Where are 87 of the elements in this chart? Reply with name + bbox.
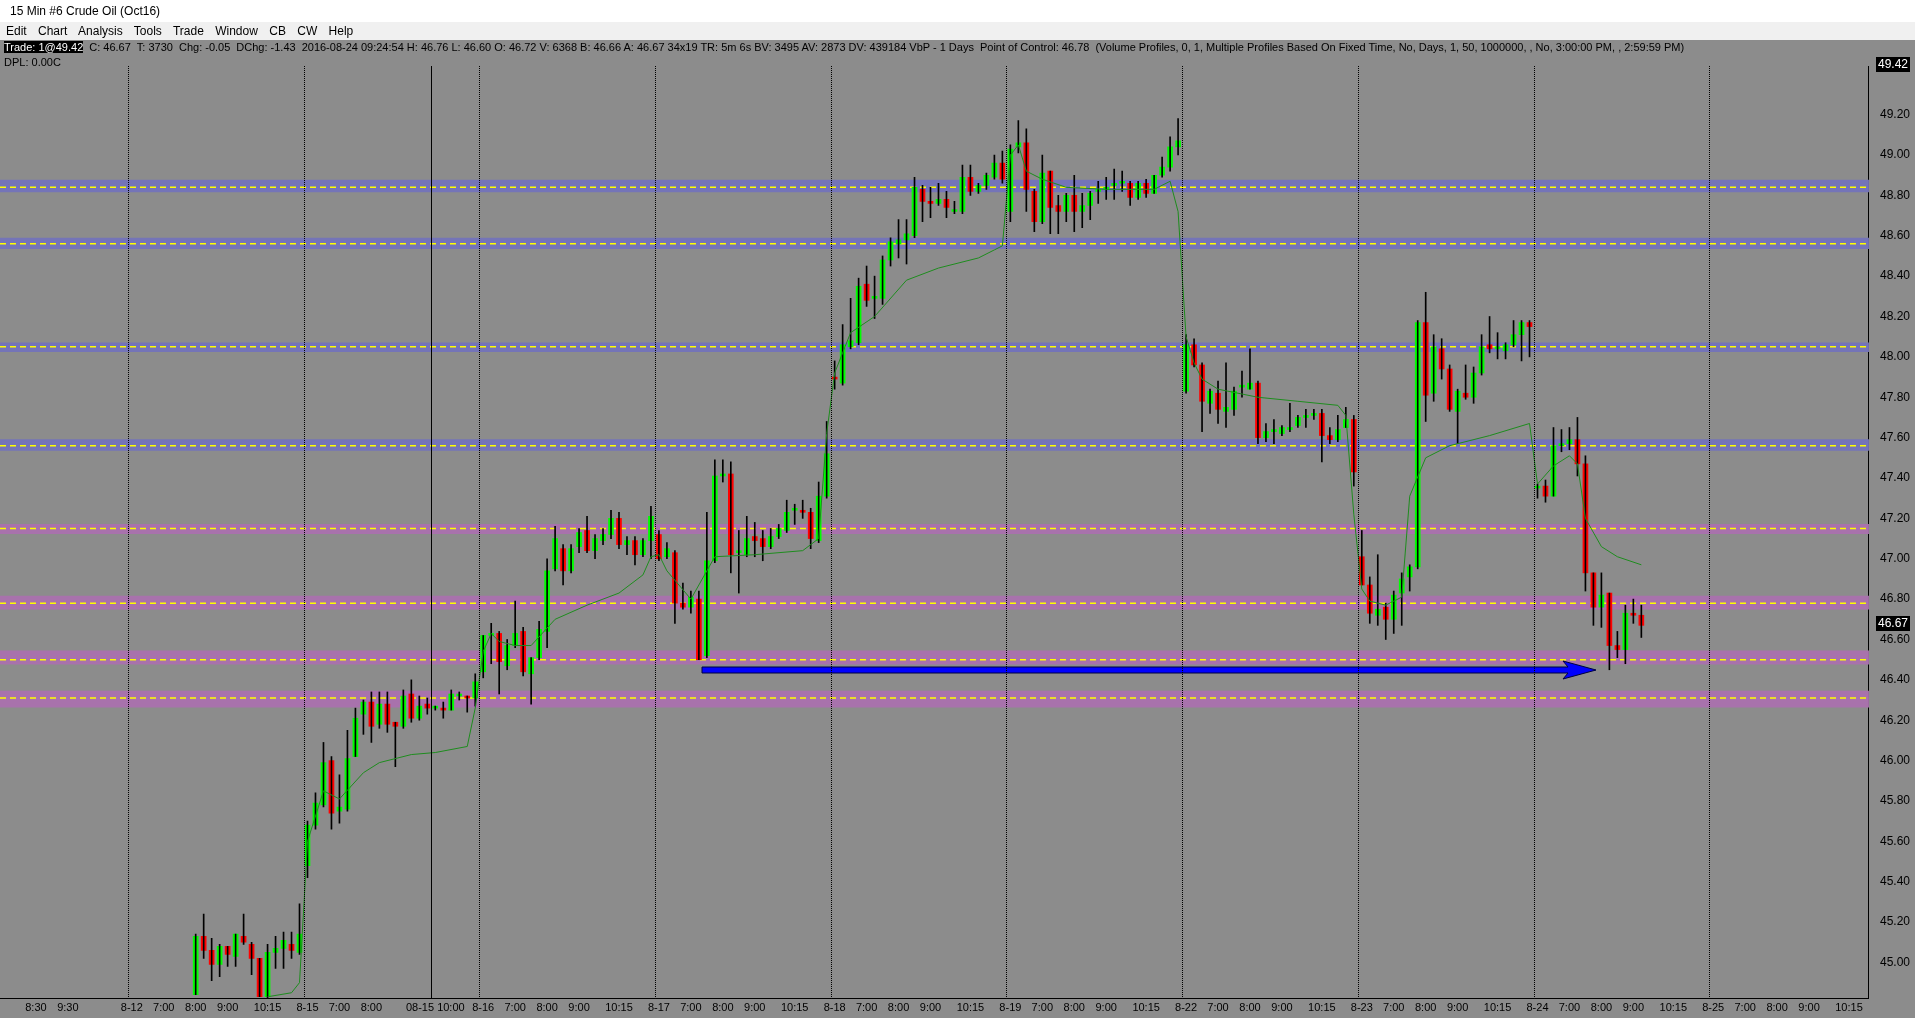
x-tick-label: 10:15: [956, 1001, 985, 1014]
y-tick-label: 47.60: [1879, 429, 1911, 444]
x-tick-label: 7:00: [1031, 1001, 1054, 1014]
text: DChg: -1.43: [236, 41, 296, 53]
x-tick-label: 10:15: [605, 1001, 633, 1014]
x-tick-label: 7:00: [504, 1001, 526, 1014]
x-tick-label: 8-24: [1526, 1001, 1549, 1014]
x-tick-label: 7:00: [680, 1001, 702, 1014]
x-tick-label: 10:15: [1132, 1001, 1160, 1014]
x-tick-label: 8:00: [184, 1001, 207, 1014]
y-tick-label: 48.20: [1879, 308, 1911, 323]
y-tick-label: 47.20: [1879, 510, 1911, 525]
candlestick: [1151, 174, 1157, 194]
text: 49.42: [1876, 57, 1911, 72]
y-tick-label: 49.20: [1879, 106, 1911, 121]
x-tick-label: 8-23: [1350, 1001, 1373, 1014]
x-tick-label: 9:00: [1446, 1001, 1469, 1014]
x-tick-label: 9:00: [1798, 1001, 1820, 1014]
x-tick-label: 8:00: [712, 1001, 734, 1014]
x-tick-label: 7:00: [1734, 1001, 1756, 1014]
x-tick-label: 7:00: [328, 1001, 351, 1014]
text: T: 3730: [136, 41, 173, 53]
chart-title: 15 Min #6 Crude Oil (Oct16): [0, 0, 1915, 22]
x-tick-label: 8:30: [25, 1001, 47, 1014]
x-tick-label: 8-16: [472, 1001, 495, 1014]
y-tick-label: 45.40: [1879, 874, 1911, 889]
y-tick-label: 46.40: [1879, 672, 1911, 687]
x-tick-label: 8:00: [1590, 1001, 1613, 1014]
x-tick-label: 8-15: [296, 1001, 319, 1014]
x-tick-label: 9:00: [1622, 1001, 1645, 1014]
y-tick-label: 46.80: [1879, 591, 1911, 606]
x-tick-label: 8:00: [1063, 1001, 1085, 1014]
x-tick-label: 9:00: [568, 1001, 590, 1014]
text: Edit Chart Analysis Tools Trade Window CB CW Help: [0, 22, 1915, 40]
x-tick-label: 7:00: [1207, 1001, 1229, 1014]
x-tick-label: 8:00: [1239, 1001, 1261, 1014]
x-tick-label: 9:00: [216, 1001, 239, 1014]
x-tick-label: 7:00: [855, 1001, 878, 1014]
x-tick-label: 8:00: [360, 1001, 383, 1014]
x-tick-label: 8-25: [1702, 1001, 1725, 1014]
text: Point of Control: 46.78: [979, 41, 1090, 53]
x-tick-label: 8-19: [999, 1001, 1022, 1014]
x-tick-label: 9:00: [1095, 1001, 1117, 1014]
y-tick-label: 47.00: [1879, 551, 1911, 566]
x-tick-label: 8-22: [1175, 1001, 1198, 1014]
y-tick-label: 48.00: [1879, 349, 1911, 364]
y-tick-label: 46.00: [1879, 752, 1911, 767]
annotation: DPL: 0.00C: [4, 56, 61, 68]
y-tick-label: 47.80: [1879, 389, 1911, 404]
y-tick-label: 46.60: [1879, 631, 1911, 646]
x-tick-label: 7:00: [153, 1001, 175, 1014]
x-tick-label: 7:00: [1383, 1001, 1405, 1014]
text: Chg: -0.05: [178, 41, 231, 53]
text: (Volume Profiles, 0, 1, Multiple Profiles Based On Fixed Time, No, Days, 1, 50, 1000000, , No, 3:00:00 PM, , 2:59:59 PM): [1095, 41, 1685, 53]
x-tick-label: 8:00: [1414, 1001, 1437, 1014]
x-tick-label: 9:00: [919, 1001, 942, 1014]
x-tick-label: 7:00: [1558, 1001, 1581, 1014]
y-tick-label: 45.60: [1879, 833, 1911, 848]
y-tick-label: 45.00: [1879, 954, 1911, 969]
text: Trade: 1@49.42: [4, 41, 84, 53]
text: 46.67: [1876, 616, 1911, 631]
y-tick-label: 46.20: [1879, 712, 1911, 727]
x-tick-label: 8-18: [823, 1001, 846, 1014]
y-tick-label: 49.00: [1879, 147, 1911, 162]
x-tick-label: 10:15: [1308, 1001, 1336, 1014]
x-tick-label: 10:15: [1483, 1001, 1512, 1014]
x-tick-label: 9:00: [1271, 1001, 1293, 1014]
y-tick-label: 48.60: [1879, 228, 1911, 243]
x-tick-label: 8-12: [120, 1001, 143, 1014]
x-tick-label: 9:30: [57, 1001, 79, 1014]
y-tick-label: 47.40: [1879, 470, 1911, 485]
x-tick-label: 8:00: [1766, 1001, 1788, 1014]
x-tick-label: 8:00: [536, 1001, 558, 1014]
x-tick-label: 10:15: [253, 1001, 282, 1014]
x-tick-label: 10:15: [1659, 1001, 1688, 1014]
y-tick-label: 48.80: [1879, 187, 1911, 202]
text: 2016-08-24 09:24:54 H: 46.76 L: 46.60 O: 46.72 V: 6368 B: 46.66 A: 46.67 34x19 TR: 5m 6s BV: 3495 AV: 2873 DV: 439184 VbP - 1 Days: [301, 41, 974, 53]
x-tick-label: 08-15 10:00: [405, 1001, 465, 1014]
x-tick-label: 10:15: [780, 1001, 809, 1014]
text: C: 46.67: [89, 41, 131, 53]
y-tick-label: 48.40: [1879, 268, 1911, 283]
x-tick-label: 8:00: [887, 1001, 910, 1014]
x-tick-label: 8-17: [647, 1001, 670, 1014]
y-tick-label: 45.20: [1879, 914, 1911, 929]
y-tick-label: 45.80: [1879, 793, 1911, 808]
x-tick-label: 9:00: [744, 1001, 766, 1014]
x-tick-label: 10:15: [1835, 1001, 1863, 1014]
